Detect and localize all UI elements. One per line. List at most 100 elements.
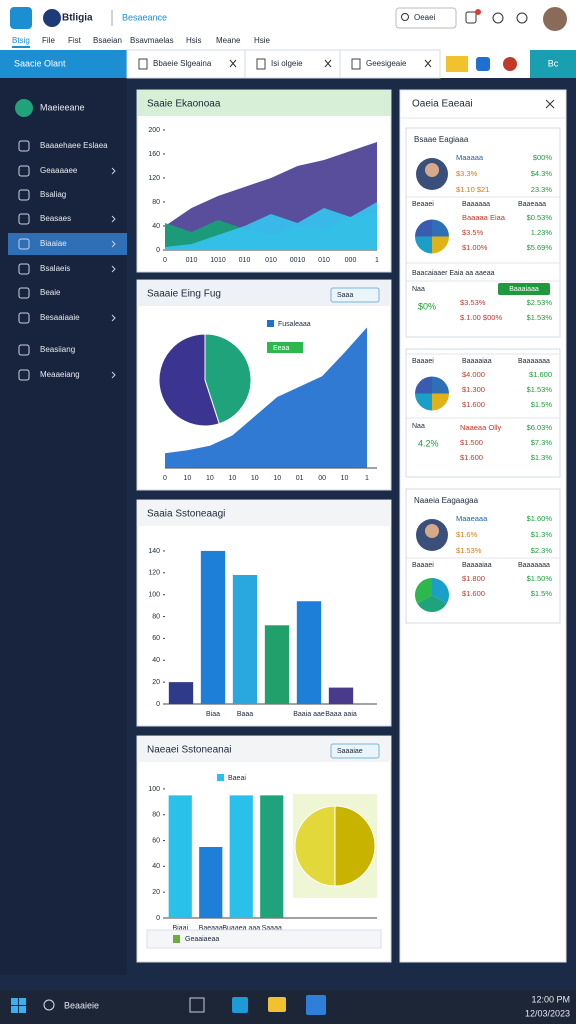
row-value: $7.3% bbox=[531, 438, 553, 447]
nav-icon bbox=[18, 287, 30, 299]
nav-item[interactable]: Geaaaaee bbox=[40, 166, 78, 175]
x-tick-label: 10 bbox=[228, 475, 236, 482]
y-tick-label: 80 bbox=[152, 613, 160, 620]
app-name: Btligia bbox=[62, 13, 93, 24]
avatar[interactable] bbox=[543, 7, 567, 31]
tab-label[interactable]: Geesigeaie bbox=[366, 59, 407, 68]
tab[interactable] bbox=[339, 49, 441, 79]
row-value: $1.5% bbox=[531, 400, 553, 409]
tab-close[interactable] bbox=[424, 59, 432, 68]
row-value: $1.600 bbox=[462, 589, 485, 598]
person-line: Maaeaaa bbox=[456, 514, 488, 523]
y-tick-label: 140 bbox=[148, 548, 160, 555]
y-tick-label: 120 bbox=[148, 570, 160, 577]
taskbar-icon[interactable] bbox=[232, 997, 248, 1013]
menu-item[interactable]: Btsig bbox=[12, 36, 30, 45]
taskbar-icon[interactable] bbox=[268, 997, 286, 1012]
row-badge: $0% bbox=[418, 301, 436, 311]
nav-item[interactable]: Bsaliag bbox=[40, 190, 66, 199]
tab-close[interactable] bbox=[324, 59, 332, 68]
nav-chevron bbox=[111, 167, 116, 175]
row-value: $2.53% bbox=[527, 298, 553, 307]
tab-label[interactable]: Bbaeie Slgeaina bbox=[153, 59, 212, 68]
panel-button[interactable] bbox=[330, 743, 380, 759]
x-tick-label: 010 bbox=[239, 257, 251, 264]
card-button-label[interactable]: Baaaiaaa bbox=[509, 286, 539, 293]
panel-button-label[interactable]: Saaaiae bbox=[337, 748, 363, 755]
y-tick-label: 40 bbox=[152, 863, 160, 870]
nav-item[interactable]: Meaaeiang bbox=[40, 370, 80, 379]
tab-label[interactable]: Isi olgeie bbox=[271, 59, 303, 68]
tool-icon[interactable] bbox=[446, 56, 468, 72]
bar bbox=[200, 550, 226, 704]
bar bbox=[328, 687, 354, 704]
x-tick-label: 10 bbox=[184, 475, 192, 482]
nav-item[interactable]: Baaaehaee Eslaea bbox=[40, 141, 108, 150]
menu-item[interactable]: Hsie bbox=[254, 36, 271, 45]
nav-item[interactable]: Beasaes bbox=[40, 214, 71, 223]
tool-icon[interactable] bbox=[503, 57, 517, 71]
nav-item[interactable]: Beasiiang bbox=[40, 345, 75, 354]
nav-icon bbox=[18, 238, 30, 250]
active-tab-label[interactable]: Saacie Olant bbox=[14, 58, 66, 68]
x-tick-label: 10 bbox=[273, 475, 281, 482]
row-value: $1.600 bbox=[462, 400, 485, 409]
person-value: $4.3% bbox=[531, 169, 553, 178]
pie-icon bbox=[415, 236, 432, 254]
y-tick-label: 0 bbox=[156, 701, 160, 708]
card-title: Bsaae Eagiaaa bbox=[414, 135, 469, 144]
help-icon[interactable] bbox=[492, 12, 504, 24]
row-badge: 4.2% bbox=[418, 438, 439, 448]
menu-item[interactable]: Meane bbox=[216, 36, 241, 45]
app-icon[interactable] bbox=[10, 7, 32, 29]
tool-icon[interactable] bbox=[476, 57, 490, 71]
row-value: $6.03% bbox=[527, 423, 553, 432]
active-tab[interactable] bbox=[0, 50, 127, 78]
search-box[interactable] bbox=[395, 7, 457, 29]
menu-item[interactable]: Fist bbox=[68, 36, 82, 45]
menu-item[interactable]: Bsaeian bbox=[93, 36, 122, 45]
menu-item[interactable]: Hsis bbox=[186, 36, 202, 45]
panel-title: Saaaie Eing Fug bbox=[147, 289, 221, 300]
app-subtitle: Besaeance bbox=[122, 12, 167, 22]
nav-item[interactable]: Biaaiae bbox=[40, 239, 67, 248]
panel-button-label[interactable]: Saaa bbox=[337, 292, 353, 299]
panel-footer[interactable] bbox=[146, 929, 382, 949]
card bbox=[405, 348, 561, 478]
app-bar bbox=[0, 0, 576, 50]
taskbar-search[interactable]: Beaaieie bbox=[64, 1000, 99, 1010]
row-tag: Naa bbox=[412, 423, 425, 430]
brand-logo bbox=[43, 9, 61, 27]
pie-icon bbox=[432, 393, 449, 411]
nav-item[interactable]: Besaaiaaie bbox=[40, 313, 80, 322]
bar bbox=[264, 625, 290, 704]
close-icon[interactable] bbox=[545, 99, 555, 109]
start-button[interactable] bbox=[11, 998, 26, 1013]
notify-icon[interactable] bbox=[465, 11, 477, 24]
x-tick-label: Biaa bbox=[206, 711, 220, 718]
panel-button[interactable] bbox=[330, 287, 380, 303]
y-tick-label: 0 bbox=[156, 247, 160, 254]
card-button[interactable] bbox=[498, 283, 550, 295]
panel-title: Naeaei Sstoneanai bbox=[147, 745, 232, 756]
menu-item[interactable]: Bsavmaelas bbox=[130, 36, 174, 45]
tab-close[interactable] bbox=[229, 59, 237, 68]
x-tick-label: 10 bbox=[206, 475, 214, 482]
settings-icon[interactable] bbox=[516, 12, 528, 24]
y-tick-label: 160 bbox=[148, 151, 160, 158]
taskbar-icon[interactable] bbox=[306, 995, 326, 1015]
area bbox=[165, 202, 377, 250]
tab[interactable] bbox=[244, 49, 341, 79]
corner-tab[interactable] bbox=[530, 50, 576, 78]
search-icon bbox=[43, 999, 55, 1011]
menu-item[interactable]: File bbox=[42, 36, 55, 45]
corner-tab-label[interactable]: Bc bbox=[548, 58, 559, 68]
nav-item[interactable]: Bsalaeis bbox=[40, 264, 70, 273]
footer-label[interactable]: Geaaiaeaa bbox=[185, 936, 219, 943]
row-value: Naaeaa Olly bbox=[460, 423, 502, 432]
row-value: $4.000 bbox=[462, 370, 485, 379]
search-text[interactable]: Oeaei bbox=[414, 13, 436, 22]
taskbar-icon[interactable] bbox=[189, 997, 205, 1013]
nav-item[interactable]: Beaie bbox=[40, 288, 61, 297]
